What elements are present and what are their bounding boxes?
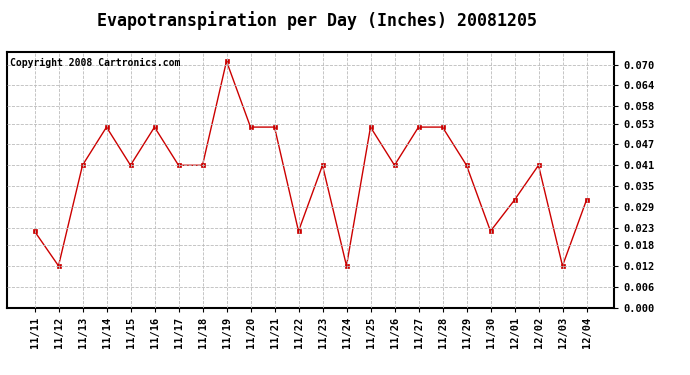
Text: Evapotranspiration per Day (Inches) 20081205: Evapotranspiration per Day (Inches) 2008… <box>97 11 538 30</box>
Text: Copyright 2008 Cartronics.com: Copyright 2008 Cartronics.com <box>10 58 180 68</box>
